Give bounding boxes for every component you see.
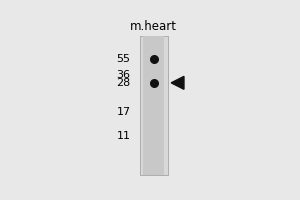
Text: m.heart: m.heart — [130, 20, 177, 33]
Text: 28: 28 — [116, 78, 130, 88]
Text: 11: 11 — [116, 131, 130, 141]
Text: 17: 17 — [116, 107, 130, 117]
Text: 36: 36 — [116, 70, 130, 80]
Bar — [143, 36, 164, 175]
Text: 55: 55 — [116, 54, 130, 64]
Bar — [140, 36, 168, 175]
Polygon shape — [171, 76, 184, 89]
